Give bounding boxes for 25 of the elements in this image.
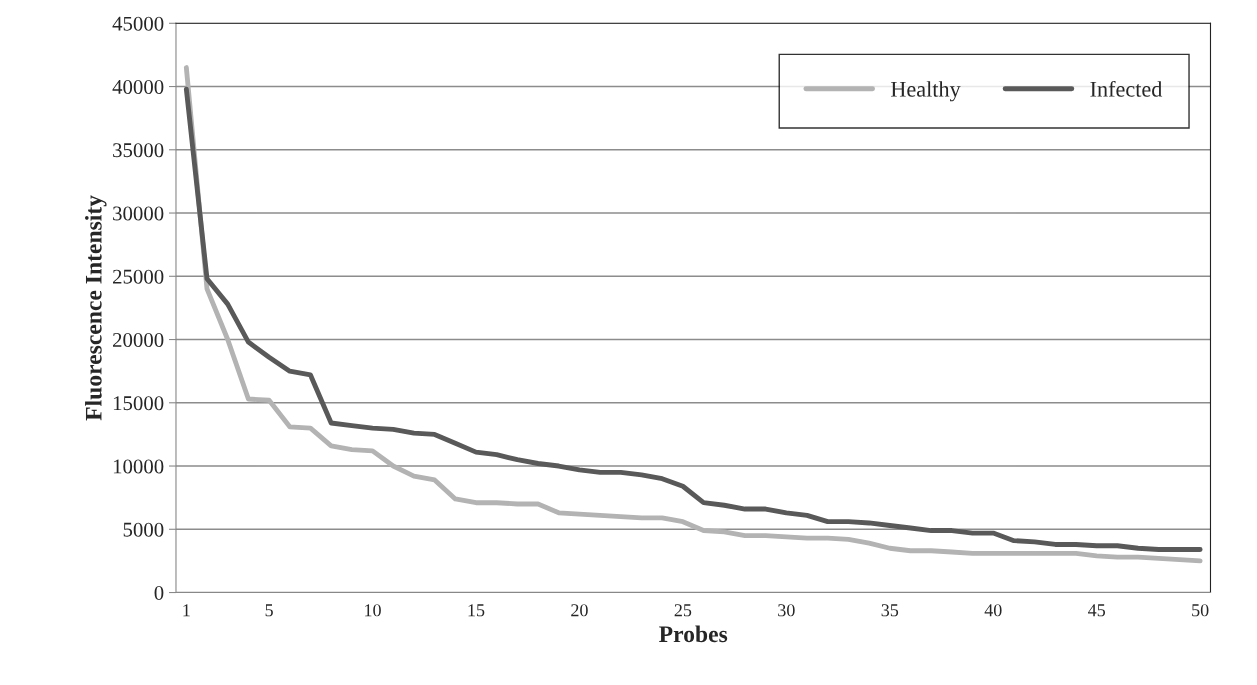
x-tick-label: 40 bbox=[984, 604, 1002, 617]
y-tick-label: 35000 bbox=[113, 143, 164, 158]
y-tick-label: 45000 bbox=[112, 16, 164, 31]
x-tick-label: 1 bbox=[183, 604, 190, 617]
x-tick-label: 15 bbox=[468, 604, 485, 617]
x-tick-label: 10 bbox=[365, 604, 381, 617]
x-tick-label: 35 bbox=[881, 604, 899, 617]
legend-label: Healthy bbox=[890, 81, 961, 102]
y-tick-label: 25000 bbox=[113, 269, 164, 284]
y-tick-label: 10000 bbox=[113, 459, 164, 474]
y-tick-label: 15000 bbox=[113, 396, 164, 411]
y-tick-label: 20000 bbox=[113, 332, 164, 347]
x-tick-label: 50 bbox=[1192, 604, 1209, 617]
legend-label: Infected bbox=[1090, 80, 1163, 97]
y-tick-label: 0 bbox=[154, 585, 164, 600]
x-axis-title: Probes bbox=[659, 625, 728, 643]
x-tick-label: 45 bbox=[1088, 604, 1106, 617]
y-tick-label: 40000 bbox=[112, 79, 164, 94]
x-tick-label: 5 bbox=[265, 604, 273, 617]
y-tick-label: 30000 bbox=[113, 206, 164, 221]
x-tick-label: 25 bbox=[674, 604, 692, 617]
x-tick-label: 20 bbox=[571, 604, 588, 617]
x-tick-label: 30 bbox=[778, 604, 795, 617]
y-axis-title: Fluorescence Intensity bbox=[85, 195, 107, 421]
y-tick-label: 5000 bbox=[123, 522, 164, 537]
